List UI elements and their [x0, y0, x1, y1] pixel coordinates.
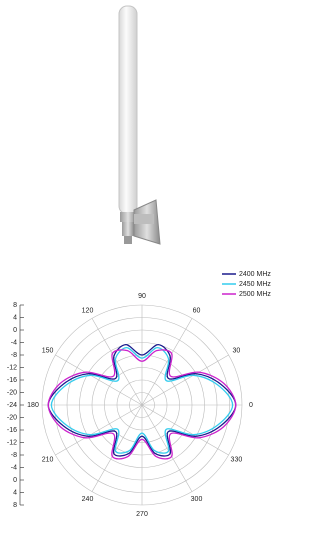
grid-spoke [92, 318, 142, 405]
angle-label: 30 [232, 347, 240, 354]
angle-label: 180 [27, 402, 39, 409]
ruler-label: -20 [7, 389, 17, 396]
ruler-label: -16 [7, 427, 17, 434]
ruler-label: -12 [7, 439, 17, 446]
ruler-label: -4 [11, 339, 17, 346]
angle-label: 120 [82, 307, 94, 314]
legend-label: 2450 MHz [239, 281, 271, 288]
angle-label: 270 [136, 511, 148, 518]
grid-spoke [142, 318, 192, 405]
angle-label: 240 [82, 496, 94, 503]
legend-label: 2400 MHz [239, 271, 271, 278]
angle-label: 150 [42, 347, 54, 354]
angle-label: 300 [191, 496, 203, 503]
ruler-label: 0 [13, 477, 17, 484]
ruler-label: 4 [13, 489, 17, 496]
ruler-label: -8 [11, 452, 17, 459]
angle-label: 0 [249, 402, 253, 409]
ruler-label: 0 [13, 327, 17, 334]
legend-label: 2500 MHz [239, 291, 271, 298]
ruler-label: 4 [13, 314, 17, 321]
ruler-label: -16 [7, 377, 17, 384]
ruler-label: 8 [13, 502, 17, 509]
ruler-label: -24 [7, 402, 17, 409]
product-figure: 0 30 60 90 120 150 180 210 240 270 300 330 8 8 4 4 0 0 -4 -… [0, 0, 305, 535]
ruler-label: -20 [7, 414, 17, 421]
polar-chart: 0 30 60 90 120 150 180 210 240 270 300 330 8 8 4 4 0 0 -4 -… [7, 271, 272, 518]
ruler-label: -4 [11, 464, 17, 471]
ruler-label: -8 [11, 352, 17, 359]
angle-label: 90 [138, 293, 146, 300]
antenna-image [119, 6, 160, 244]
ruler-label: 8 [13, 302, 17, 309]
ruler-label: -12 [7, 364, 17, 371]
angle-label: 330 [231, 456, 243, 463]
angle-label: 60 [193, 307, 201, 314]
angle-label: 210 [42, 456, 54, 463]
